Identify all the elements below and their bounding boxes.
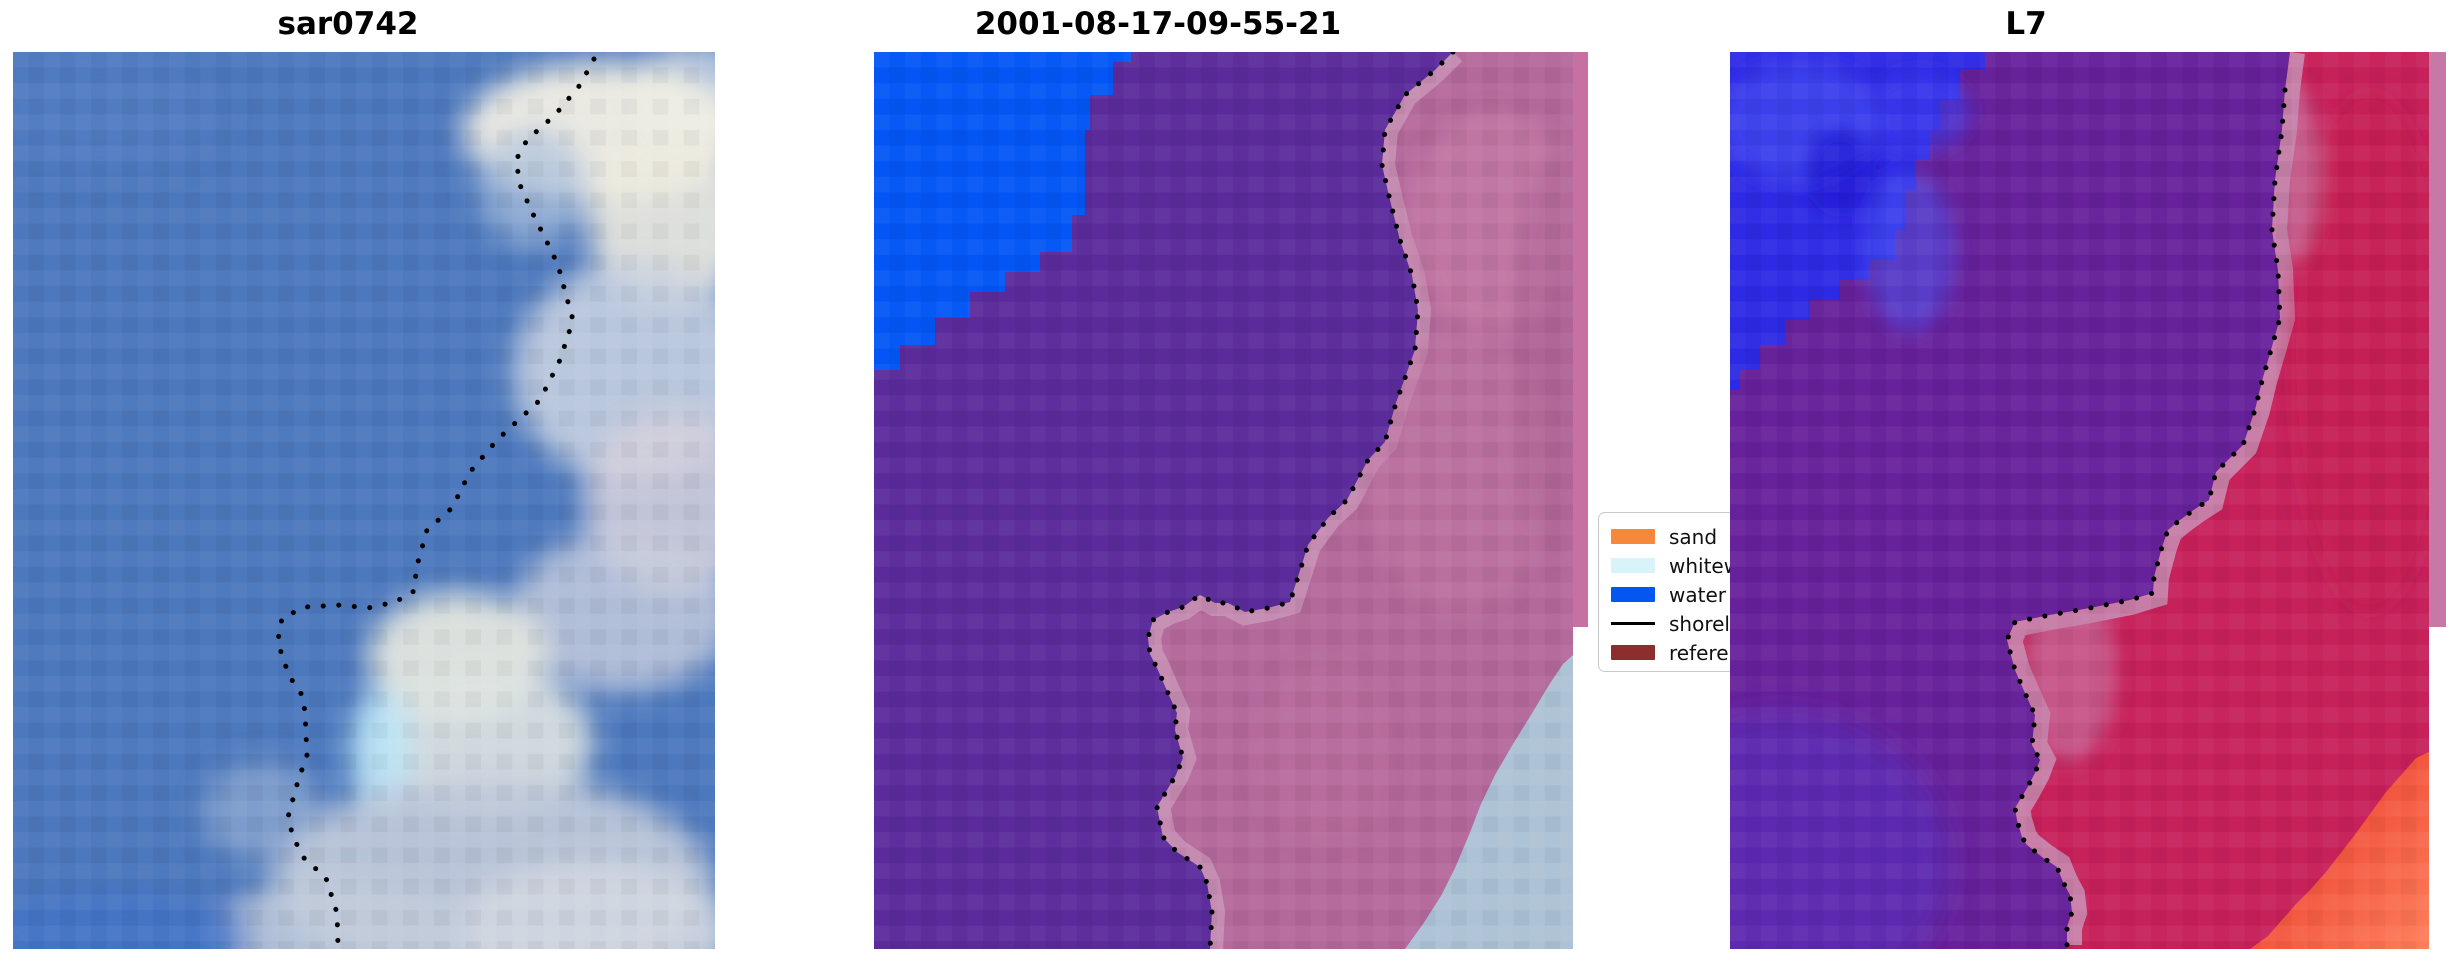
legend-row-water: water: [1611, 580, 1793, 609]
legend-line-shoreline: [1611, 622, 1655, 625]
legend-swatch-sand: [1611, 529, 1655, 544]
edge-strip: [2429, 52, 2446, 627]
panel-sar-image: [13, 52, 715, 949]
pixel-texture: [874, 52, 1573, 949]
edge-strip: [1573, 52, 1588, 627]
panel-title-l7: L7: [2005, 6, 2047, 42]
legend-row-shoreline: shoreli: [1611, 609, 1793, 638]
pixel-texture: [1730, 52, 2429, 949]
legend-label: sand: [1669, 524, 1718, 549]
legend-swatch-whitewater: [1611, 558, 1655, 573]
legend-row-reference: referen: [1611, 638, 1793, 667]
legend-label: water: [1669, 582, 1726, 607]
pixel-texture: [13, 52, 715, 949]
panel-classified-image: [874, 52, 1588, 949]
legend-swatch-reference: [1611, 645, 1655, 660]
legend-label: whitew: [1669, 553, 1741, 578]
legend-row-whitewater: whitew: [1611, 551, 1793, 580]
legend-label: referen: [1669, 640, 1742, 665]
panel-title-classified: 2001-08-17-09-55-21: [974, 6, 1342, 42]
legend-row-sand: sand: [1611, 522, 1793, 551]
legend-swatch-water: [1611, 587, 1655, 602]
shoreline-dots: [275, 56, 597, 948]
panel-l7-image: [1730, 52, 2446, 949]
legend-label: shoreli: [1669, 611, 1736, 636]
panel-title-sar: sar0742: [277, 6, 419, 42]
